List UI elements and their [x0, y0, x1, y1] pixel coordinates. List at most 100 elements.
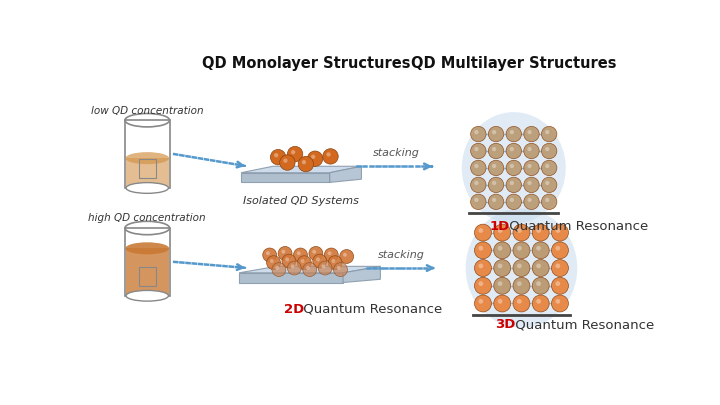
Circle shape: [479, 299, 483, 304]
Circle shape: [488, 194, 504, 209]
Circle shape: [488, 126, 504, 142]
Circle shape: [333, 263, 348, 277]
Circle shape: [275, 266, 279, 270]
Circle shape: [474, 224, 492, 241]
Circle shape: [552, 260, 568, 277]
Circle shape: [474, 130, 479, 134]
Ellipse shape: [466, 209, 577, 328]
Circle shape: [513, 242, 530, 259]
Circle shape: [532, 260, 549, 277]
Circle shape: [492, 164, 496, 168]
Circle shape: [488, 177, 504, 193]
Circle shape: [474, 295, 492, 312]
Circle shape: [312, 254, 327, 268]
Circle shape: [324, 248, 338, 262]
Circle shape: [517, 281, 522, 286]
Circle shape: [474, 277, 492, 294]
Circle shape: [517, 246, 522, 251]
Circle shape: [492, 198, 496, 202]
Circle shape: [498, 299, 503, 304]
Text: high QD concentration: high QD concentration: [89, 213, 206, 224]
Circle shape: [282, 250, 285, 254]
Circle shape: [479, 246, 483, 251]
Circle shape: [307, 151, 323, 166]
Circle shape: [287, 261, 301, 275]
Circle shape: [532, 295, 549, 312]
Ellipse shape: [125, 242, 169, 254]
Circle shape: [303, 263, 317, 277]
Circle shape: [316, 258, 320, 261]
Circle shape: [283, 158, 287, 163]
Circle shape: [474, 198, 479, 202]
Circle shape: [271, 149, 286, 165]
Circle shape: [278, 247, 292, 260]
Circle shape: [492, 147, 496, 151]
Circle shape: [506, 126, 521, 142]
Ellipse shape: [126, 183, 168, 193]
Circle shape: [266, 256, 281, 270]
Circle shape: [326, 152, 330, 157]
Circle shape: [474, 164, 479, 168]
Circle shape: [321, 264, 325, 268]
Circle shape: [545, 130, 549, 134]
Circle shape: [328, 256, 342, 270]
Circle shape: [536, 264, 541, 268]
Circle shape: [513, 277, 530, 294]
Circle shape: [297, 251, 301, 255]
Polygon shape: [239, 266, 380, 273]
Circle shape: [471, 143, 486, 159]
Circle shape: [555, 264, 560, 268]
Circle shape: [494, 277, 510, 294]
Polygon shape: [126, 158, 168, 187]
Circle shape: [270, 259, 274, 263]
Circle shape: [488, 160, 504, 176]
Circle shape: [494, 295, 510, 312]
Circle shape: [337, 266, 341, 270]
Circle shape: [298, 156, 314, 172]
Text: Quantum Resonance: Quantum Resonance: [510, 318, 654, 331]
Circle shape: [471, 177, 486, 193]
Circle shape: [492, 181, 496, 185]
Circle shape: [506, 143, 521, 159]
Circle shape: [488, 143, 504, 159]
Polygon shape: [241, 166, 361, 173]
Circle shape: [306, 266, 310, 270]
Circle shape: [474, 181, 479, 185]
Circle shape: [545, 198, 549, 202]
Circle shape: [513, 260, 530, 277]
Circle shape: [506, 177, 521, 193]
Circle shape: [494, 242, 510, 259]
Circle shape: [279, 155, 295, 170]
Circle shape: [318, 261, 332, 275]
Circle shape: [474, 242, 492, 259]
Circle shape: [494, 260, 510, 277]
Circle shape: [552, 224, 568, 241]
Circle shape: [331, 259, 336, 263]
Circle shape: [510, 164, 514, 168]
Circle shape: [552, 295, 568, 312]
Circle shape: [498, 228, 503, 233]
Circle shape: [517, 264, 522, 268]
Polygon shape: [241, 173, 330, 182]
Circle shape: [541, 194, 557, 209]
Circle shape: [527, 147, 531, 151]
Circle shape: [274, 153, 279, 158]
Circle shape: [536, 228, 541, 233]
Polygon shape: [343, 266, 380, 283]
Circle shape: [323, 149, 338, 164]
Circle shape: [523, 177, 539, 193]
Circle shape: [297, 256, 311, 270]
Circle shape: [479, 264, 483, 268]
Circle shape: [343, 253, 347, 257]
Text: Isolated QD Systems: Isolated QD Systems: [243, 196, 359, 207]
Circle shape: [555, 299, 560, 304]
Circle shape: [309, 247, 323, 260]
Circle shape: [527, 164, 531, 168]
Circle shape: [494, 224, 510, 241]
Ellipse shape: [126, 290, 168, 301]
Polygon shape: [330, 166, 361, 182]
Circle shape: [510, 198, 514, 202]
Circle shape: [301, 259, 305, 263]
Circle shape: [523, 143, 539, 159]
Circle shape: [498, 264, 503, 268]
